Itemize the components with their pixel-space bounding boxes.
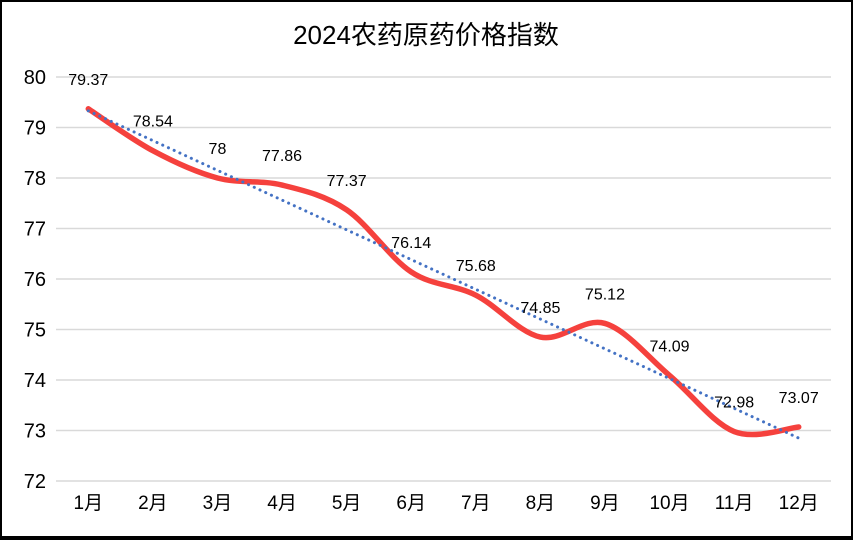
data-label: 73.07 [779,390,819,407]
data-label: 78 [209,141,227,158]
data-label: 75.68 [456,258,496,275]
x-axis-label: 3月 [203,493,233,514]
x-axis-label: 10月 [649,493,689,514]
y-axis-label: 76 [24,269,46,291]
data-label: 76.14 [391,235,431,252]
y-axis-label: 80 [24,67,46,89]
y-axis-label: 73 [24,421,46,443]
gridlines [56,76,831,482]
series-layer [85,106,802,440]
x-axis-label: 9月 [590,493,620,514]
x-axis-label: 7月 [461,493,491,514]
x-axis-label: 4月 [267,493,297,514]
x-axis: 1月 2月 3月 4月 5月 6月 7月 8月 9月 10月 11月 12月 [74,493,819,514]
data-labels: 79.37 78.54 78 77.86 77.37 76.14 75.68 74.85 75.… [68,72,819,412]
x-axis-label: 1月 [74,493,104,514]
x-axis-label: 11月 [715,493,754,514]
data-label: 79.37 [68,72,108,89]
data-label: 75.12 [585,286,625,303]
y-axis-label: 79 [24,118,46,140]
data-label: 77.86 [262,148,302,165]
chart-title: 2024农药原药价格指数 [293,20,559,50]
y-axis-label: 74 [24,370,46,392]
x-axis-label: 6月 [396,493,426,514]
price-line [85,106,802,438]
x-axis-label: 8月 [526,493,556,514]
data-label: 74.85 [520,300,560,317]
data-label: 74.09 [650,338,690,355]
data-label: 77.37 [327,173,367,190]
trend-line [86,109,801,440]
data-label: 72.98 [714,395,754,412]
y-axis-label: 72 [24,471,46,493]
y-axis-label: 75 [24,320,46,342]
x-axis-label: 12月 [779,493,819,514]
y-axis-label: 78 [24,168,46,190]
y-axis: 80 79 78 77 76 75 74 73 72 [24,67,46,493]
data-label: 78.54 [133,114,173,131]
y-axis-label: 77 [24,219,46,241]
x-axis-label: 5月 [332,493,362,514]
x-axis-label: 2月 [138,493,168,514]
